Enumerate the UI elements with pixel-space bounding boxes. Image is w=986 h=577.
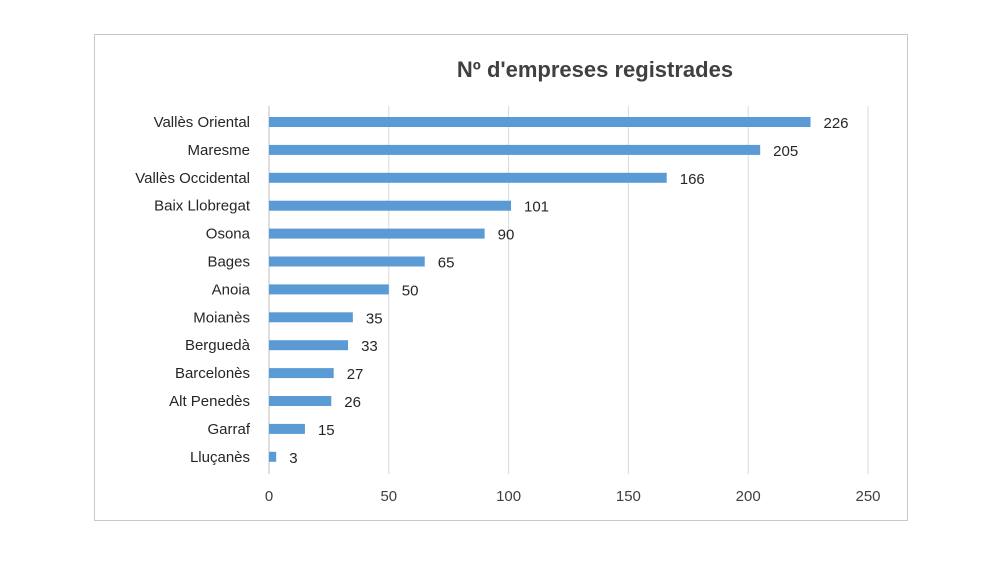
- data-label: 35: [366, 310, 383, 327]
- bar: [269, 423, 305, 434]
- data-label: 101: [524, 199, 549, 216]
- data-label: 166: [680, 171, 705, 188]
- bar: [269, 117, 811, 127]
- category-label: Lluçanès: [190, 449, 250, 466]
- bar: [269, 144, 761, 155]
- data-label: 50: [402, 282, 419, 299]
- bar: [269, 256, 425, 267]
- gridlines: [268, 106, 869, 474]
- category-label: Osona: [206, 226, 251, 243]
- data-label: 90: [498, 227, 515, 244]
- bar: [269, 368, 334, 379]
- chart-frame: [94, 34, 908, 521]
- category-label: Bages: [207, 254, 250, 271]
- category-label: Anoia: [212, 281, 251, 298]
- category-label: Vallès Oriental: [154, 114, 250, 131]
- category-label: Berguedà: [185, 337, 251, 354]
- x-tick-label: 0: [265, 488, 273, 505]
- category-labels: Vallès Oriental Maresme Vallès Occidental B…: [135, 114, 251, 466]
- category-label: Maresme: [187, 142, 250, 159]
- bar: [269, 312, 353, 323]
- bar: [269, 284, 389, 295]
- data-label: 33: [361, 338, 378, 355]
- data-label: 3: [289, 450, 297, 467]
- x-tick-label: 150: [616, 488, 641, 505]
- x-tick-label: 250: [855, 488, 880, 505]
- data-label: 26: [344, 394, 361, 411]
- bar: [269, 340, 349, 351]
- bars: [269, 117, 811, 462]
- data-label: 205: [773, 143, 798, 160]
- x-tick-label: 100: [496, 488, 521, 505]
- bar: [269, 200, 511, 211]
- x-tick-label: 200: [736, 488, 761, 505]
- category-label: Garraf: [207, 421, 250, 438]
- chart-title: Nº d'empreses registrades: [457, 57, 733, 82]
- x-tick-labels: 0 50 100 150 200 250: [265, 488, 881, 505]
- data-labels: 226 205 166 101 90 65 50 35 33 27 26 15 3: [289, 115, 848, 467]
- bar: [269, 172, 667, 183]
- category-label: Moianès: [193, 309, 250, 326]
- bar: [269, 451, 277, 462]
- data-label: 226: [823, 115, 848, 132]
- category-label: Baix Llobregat: [154, 198, 251, 215]
- bar: [269, 228, 485, 239]
- category-label: Alt Penedès: [169, 393, 250, 410]
- x-tick-label: 50: [380, 488, 397, 505]
- category-label: Barcelonès: [175, 365, 250, 382]
- bar: [269, 396, 332, 406]
- category-label: Vallès Occidental: [135, 170, 250, 187]
- data-label: 65: [438, 255, 455, 272]
- data-label: 15: [318, 422, 335, 439]
- data-label: 27: [347, 366, 364, 383]
